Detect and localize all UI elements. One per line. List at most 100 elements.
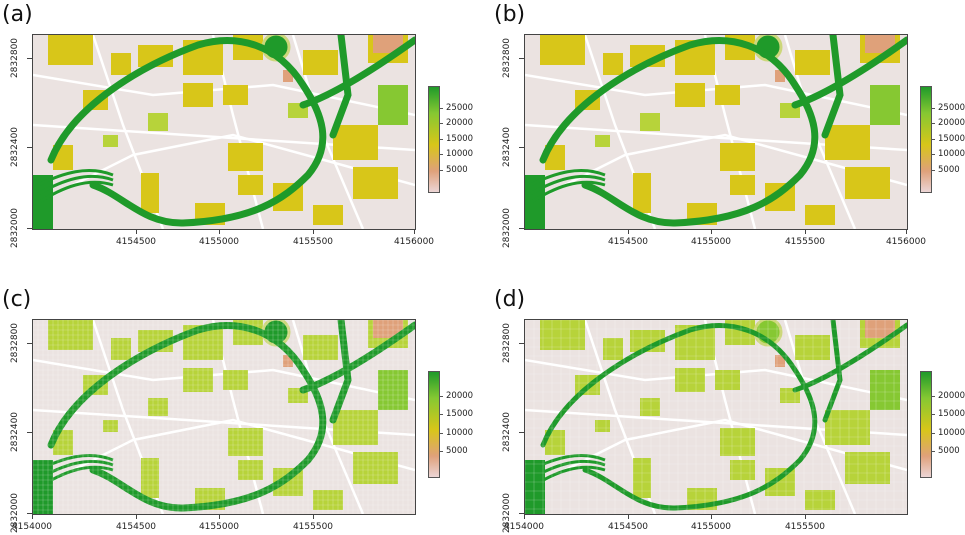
y-tick-mark — [519, 228, 524, 229]
legend-tick-mark — [931, 123, 935, 124]
x-tick-label: 4155000 — [690, 237, 732, 247]
zone-block-1 — [603, 338, 623, 360]
x-tick-mark — [313, 229, 314, 234]
x-tick-mark — [313, 514, 314, 519]
color-legend — [920, 371, 932, 478]
zone-block-7 — [148, 398, 168, 416]
low-value-zone-2 — [283, 70, 293, 82]
road-0 — [47, 322, 327, 512]
y-tick-mark — [519, 432, 524, 433]
y-tick-mark — [27, 58, 32, 59]
x-tick-label: 4155500 — [784, 237, 826, 247]
zone-block-8 — [228, 143, 263, 171]
low-value-zone — [865, 320, 895, 338]
zone-block-7 — [640, 398, 660, 416]
road-2 — [821, 35, 844, 139]
legend-tick-mark — [931, 154, 935, 155]
color-legend — [428, 371, 440, 478]
zone-block-13 — [870, 370, 900, 410]
zone-block-20 — [805, 205, 835, 225]
x-tick-label: 4154500 — [115, 522, 157, 532]
x-tick-label: 4154000 — [503, 522, 545, 532]
ramp-1 — [529, 459, 606, 481]
x-tick-mark — [711, 514, 712, 519]
zone-block-7 — [148, 113, 168, 131]
map-graphics — [33, 35, 415, 229]
y-tick-label: 2832000 — [10, 492, 20, 534]
legend-tick-mark — [439, 154, 443, 155]
panel-label: (d) — [494, 287, 526, 312]
zone-block-21 — [595, 420, 610, 432]
low-value-zone — [865, 35, 895, 53]
street-3 — [525, 418, 907, 492]
legend-tick-label: 15000 — [938, 133, 965, 144]
zone-block-17 — [545, 430, 565, 455]
road-1 — [792, 322, 907, 393]
y-tick-label: 2832000 — [10, 207, 20, 249]
legend-tick-label: 5000 — [938, 446, 960, 457]
zone-block-0 — [540, 35, 585, 65]
y-tick-label: 2832400 — [10, 411, 20, 453]
low-value-zone — [373, 320, 403, 338]
low-value-zone-2 — [775, 70, 785, 82]
zone-block-7 — [640, 113, 660, 131]
zone-block-9 — [730, 460, 755, 480]
road-1 — [791, 36, 907, 109]
ramp-0 — [37, 453, 114, 472]
legend-tick-mark — [439, 414, 443, 416]
x-tick-mark — [219, 514, 220, 519]
road-2 — [822, 320, 843, 423]
zone-block-5 — [223, 85, 248, 105]
map-graphics — [525, 320, 907, 514]
low-value-zone-2 — [775, 355, 785, 367]
x-tick-mark — [136, 514, 137, 519]
zone-block-12 — [353, 452, 398, 484]
zone-block-18 — [141, 458, 159, 498]
zone-block-15 — [303, 50, 338, 75]
x-tick-mark — [32, 514, 33, 519]
road-0 — [539, 37, 819, 227]
y-tick-label: 2832400 — [502, 126, 512, 168]
panel-label: (c) — [2, 287, 32, 312]
zone-block-1 — [111, 53, 131, 75]
x-tick-mark — [219, 229, 220, 234]
legend-tick-label: 25000 — [938, 102, 965, 113]
zone-block-0 — [48, 35, 93, 65]
legend-tick-label: 15000 — [446, 133, 474, 144]
ramp-0 — [37, 168, 114, 187]
zone-block-5 — [223, 370, 248, 390]
legend-tick-mark — [439, 123, 443, 124]
ramp-0 — [529, 453, 606, 472]
zone-block-21 — [103, 135, 118, 147]
street-3 — [33, 133, 415, 207]
zone-block-13 — [870, 85, 900, 125]
road-1 — [299, 36, 415, 109]
x-tick-label: 4154500 — [607, 237, 649, 247]
ramp-1 — [37, 174, 114, 196]
y-tick-mark — [27, 147, 32, 148]
zone-block-8 — [720, 428, 755, 456]
road-2 — [329, 320, 352, 424]
legend-tick-label: 5000 — [938, 164, 960, 175]
zone-block-15 — [303, 335, 338, 360]
y-tick-mark — [519, 147, 524, 148]
street-3 — [525, 133, 907, 207]
x-tick-mark — [628, 229, 629, 234]
zone-block-15 — [795, 335, 830, 360]
y-tick-mark — [519, 513, 524, 514]
y-tick-mark — [27, 228, 32, 229]
y-tick-label: 2832400 — [10, 126, 20, 168]
zone-block-18 — [633, 173, 651, 213]
y-tick-label: 2832400 — [502, 411, 512, 453]
legend-tick-mark — [439, 432, 443, 434]
zone-block-12 — [845, 167, 890, 199]
y-tick-label: 2832800 — [10, 322, 20, 364]
road-1 — [299, 321, 415, 394]
zone-block-5 — [715, 85, 740, 105]
zone-block-20 — [313, 205, 343, 225]
zone-block-0 — [540, 320, 585, 350]
x-tick-label: 4155500 — [784, 522, 826, 532]
legend-tick-mark — [931, 395, 935, 397]
zone-block-9 — [730, 175, 755, 195]
low-value-zone-2 — [283, 355, 293, 367]
